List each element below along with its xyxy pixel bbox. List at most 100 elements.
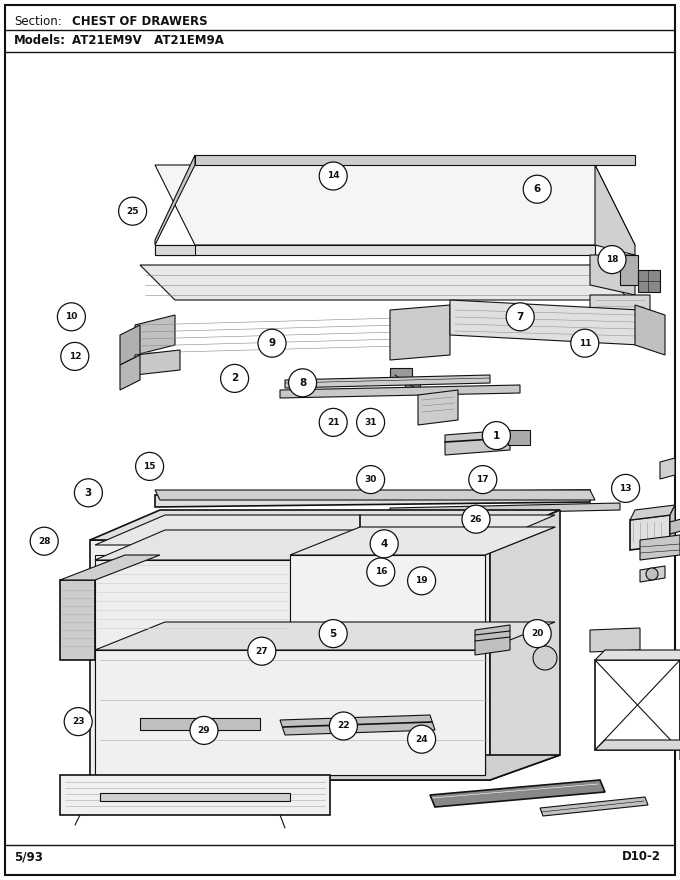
Polygon shape <box>290 527 555 555</box>
Polygon shape <box>135 350 180 375</box>
Text: 19: 19 <box>415 576 428 585</box>
Circle shape <box>407 725 436 753</box>
Polygon shape <box>595 660 680 750</box>
Circle shape <box>329 712 358 740</box>
Polygon shape <box>140 718 260 730</box>
Circle shape <box>611 474 640 502</box>
Text: 2: 2 <box>231 373 238 384</box>
Polygon shape <box>390 305 450 360</box>
Polygon shape <box>155 490 595 500</box>
Polygon shape <box>475 625 510 655</box>
Polygon shape <box>140 265 630 300</box>
Text: 27: 27 <box>256 647 268 656</box>
Polygon shape <box>595 650 680 660</box>
Polygon shape <box>670 518 680 534</box>
Circle shape <box>571 329 599 357</box>
Text: 26: 26 <box>470 515 482 524</box>
Circle shape <box>462 505 490 533</box>
Polygon shape <box>100 793 290 801</box>
Circle shape <box>135 452 164 480</box>
Polygon shape <box>95 650 485 775</box>
Circle shape <box>523 620 551 648</box>
Polygon shape <box>540 797 648 816</box>
Polygon shape <box>280 715 435 735</box>
Text: 5/93: 5/93 <box>14 850 43 863</box>
Polygon shape <box>155 165 635 245</box>
Circle shape <box>220 364 249 392</box>
Polygon shape <box>595 165 635 255</box>
Polygon shape <box>60 580 95 660</box>
Text: 29: 29 <box>198 726 210 735</box>
Text: 1: 1 <box>493 430 500 441</box>
Text: 16: 16 <box>375 568 387 576</box>
Circle shape <box>61 342 89 370</box>
Circle shape <box>506 303 534 331</box>
Polygon shape <box>90 510 560 540</box>
Circle shape <box>288 369 317 397</box>
Polygon shape <box>660 458 675 479</box>
Circle shape <box>356 466 385 494</box>
Circle shape <box>319 408 347 436</box>
Text: 30: 30 <box>364 475 377 484</box>
Polygon shape <box>90 755 560 780</box>
Polygon shape <box>445 430 510 455</box>
Polygon shape <box>390 368 412 380</box>
Polygon shape <box>670 505 675 550</box>
Circle shape <box>64 708 92 736</box>
Polygon shape <box>155 155 195 245</box>
Text: 31: 31 <box>364 418 377 427</box>
Polygon shape <box>285 375 490 388</box>
Circle shape <box>30 527 58 555</box>
Circle shape <box>319 162 347 190</box>
Text: 7: 7 <box>517 312 524 322</box>
Polygon shape <box>135 315 175 355</box>
Text: 25: 25 <box>126 207 139 216</box>
Text: 6: 6 <box>534 184 541 194</box>
Polygon shape <box>120 325 140 365</box>
Text: 11: 11 <box>579 339 591 348</box>
Polygon shape <box>630 515 670 550</box>
Polygon shape <box>280 385 520 398</box>
Circle shape <box>258 329 286 357</box>
Text: 10: 10 <box>65 312 78 321</box>
Polygon shape <box>290 555 485 650</box>
Polygon shape <box>490 510 560 780</box>
Polygon shape <box>195 155 635 165</box>
Text: Models:: Models: <box>14 34 66 47</box>
Text: 3: 3 <box>85 488 92 498</box>
Text: 21: 21 <box>327 418 339 427</box>
Circle shape <box>598 246 626 274</box>
Polygon shape <box>390 503 620 515</box>
Text: AT21EM9V   AT21EM9A: AT21EM9V AT21EM9A <box>72 34 224 47</box>
Polygon shape <box>155 490 590 507</box>
Circle shape <box>356 408 385 436</box>
Polygon shape <box>595 740 680 750</box>
Polygon shape <box>508 430 530 445</box>
Text: 28: 28 <box>38 537 50 546</box>
Text: 24: 24 <box>415 735 428 744</box>
Text: 9: 9 <box>269 338 275 348</box>
Polygon shape <box>590 295 650 330</box>
Circle shape <box>319 620 347 648</box>
Polygon shape <box>5 5 675 875</box>
Polygon shape <box>60 775 330 815</box>
Circle shape <box>118 197 147 225</box>
Polygon shape <box>95 555 485 775</box>
Text: 4: 4 <box>381 539 388 549</box>
Circle shape <box>482 422 511 450</box>
Circle shape <box>248 637 276 665</box>
Circle shape <box>407 567 436 595</box>
Circle shape <box>370 530 398 558</box>
Polygon shape <box>418 390 458 425</box>
Polygon shape <box>640 566 665 582</box>
Text: D10-2: D10-2 <box>622 850 661 863</box>
Polygon shape <box>60 555 160 580</box>
Polygon shape <box>590 628 640 652</box>
Circle shape <box>523 175 551 203</box>
Circle shape <box>74 479 103 507</box>
Text: 17: 17 <box>477 475 489 484</box>
Polygon shape <box>450 300 640 345</box>
Text: 12: 12 <box>69 352 81 361</box>
Text: 15: 15 <box>143 462 156 471</box>
Text: 13: 13 <box>619 484 632 493</box>
